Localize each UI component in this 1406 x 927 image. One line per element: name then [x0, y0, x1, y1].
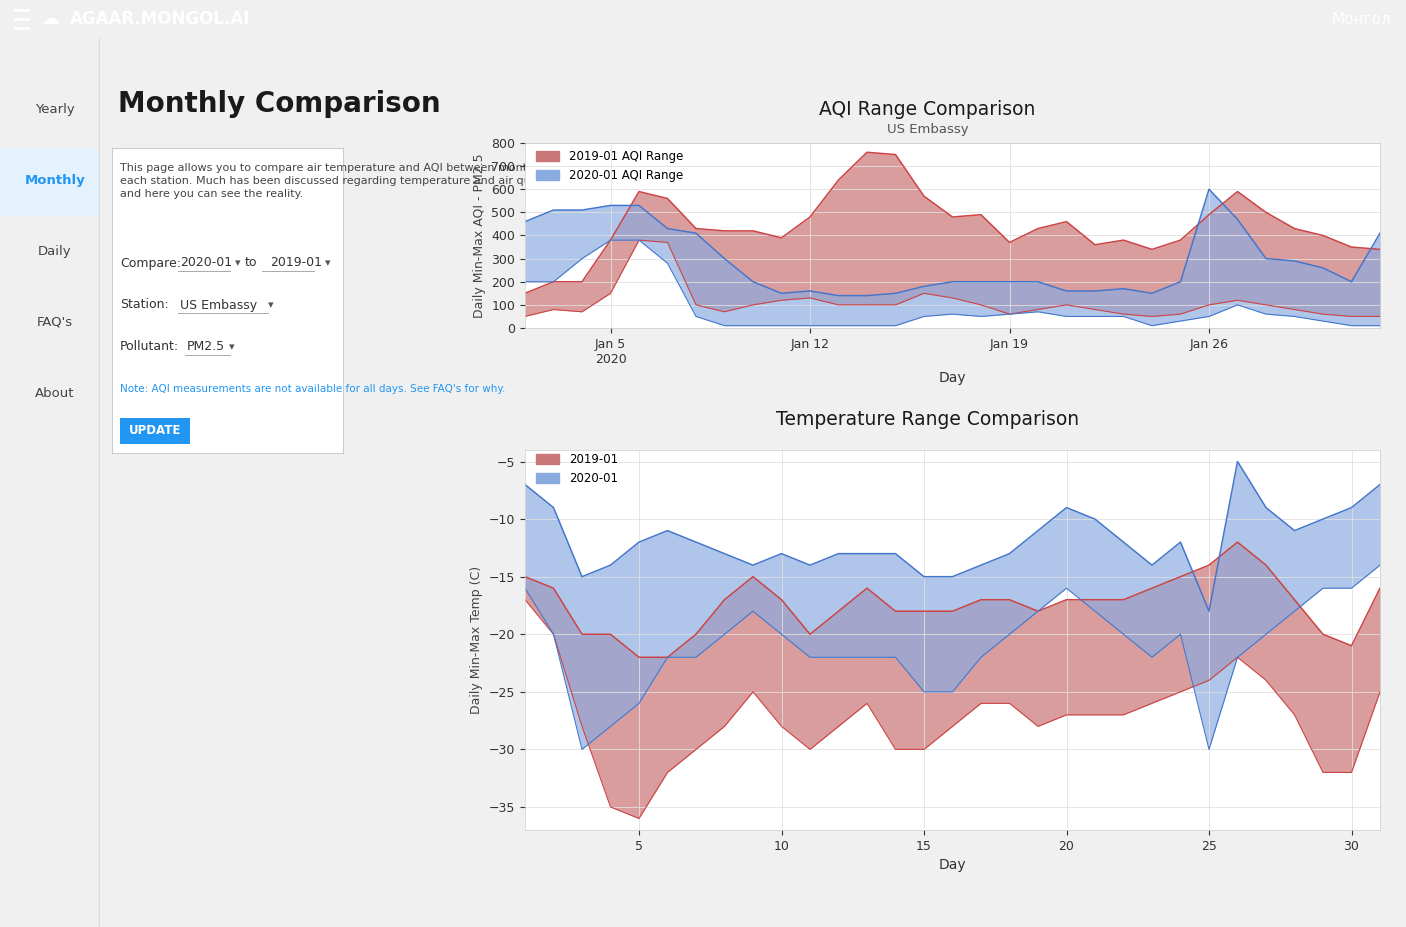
Legend: 2019-01, 2020-01: 2019-01, 2020-01 [531, 449, 623, 489]
Text: 2020-01: 2020-01 [180, 257, 232, 270]
Legend: 2019-01 AQI Range, 2020-01 AQI Range: 2019-01 AQI Range, 2020-01 AQI Range [531, 146, 688, 186]
Text: US Embassy: US Embassy [887, 123, 969, 136]
Bar [112, 148, 343, 453]
Bar [120, 418, 190, 444]
Text: ▾: ▾ [235, 258, 240, 268]
Text: ▾: ▾ [325, 258, 330, 268]
Text: ☁: ☁ [41, 10, 59, 28]
X-axis label: Day: Day [939, 858, 966, 872]
Text: ▾: ▾ [269, 300, 274, 310]
Text: Monthly Comparison: Monthly Comparison [118, 90, 440, 118]
Text: Station:: Station: [120, 298, 169, 311]
X-axis label: Day: Day [939, 372, 966, 386]
Text: Monthly: Monthly [25, 173, 86, 186]
Text: AGAAR.MONGOL.AI: AGAAR.MONGOL.AI [70, 10, 250, 28]
Text: This page allows you to compare air temperature and AQI between months for
each : This page allows you to compare air temp… [120, 163, 558, 199]
Text: Yearly: Yearly [35, 103, 75, 116]
Text: Pollutant:: Pollutant: [120, 340, 179, 353]
Text: 2019-01: 2019-01 [270, 257, 322, 270]
Y-axis label: Daily Min-Max Temp (C): Daily Min-Max Temp (C) [471, 566, 484, 714]
Text: Temperature Range Comparison: Temperature Range Comparison [776, 410, 1078, 428]
Text: ▾: ▾ [229, 342, 235, 352]
Text: Монгол: Монгол [1331, 11, 1391, 27]
Text: PM2.5: PM2.5 [187, 340, 225, 353]
Text: to: to [245, 257, 257, 270]
Text: Daily: Daily [38, 245, 72, 258]
Text: About: About [35, 387, 75, 400]
Text: AQI Range Comparison: AQI Range Comparison [820, 100, 1036, 119]
Text: UPDATE: UPDATE [129, 425, 181, 438]
Text: FAQ's: FAQ's [37, 316, 73, 329]
Y-axis label: Daily Min-Max AQI - PM2.5: Daily Min-Max AQI - PM2.5 [472, 153, 485, 318]
Text: Compare:: Compare: [120, 257, 181, 270]
FancyBboxPatch shape [0, 149, 100, 216]
Text: US Embassy: US Embassy [180, 298, 257, 311]
Text: Note: AQI measurements are not available for all days. See FAQ's for why.: Note: AQI measurements are not available… [120, 384, 505, 394]
